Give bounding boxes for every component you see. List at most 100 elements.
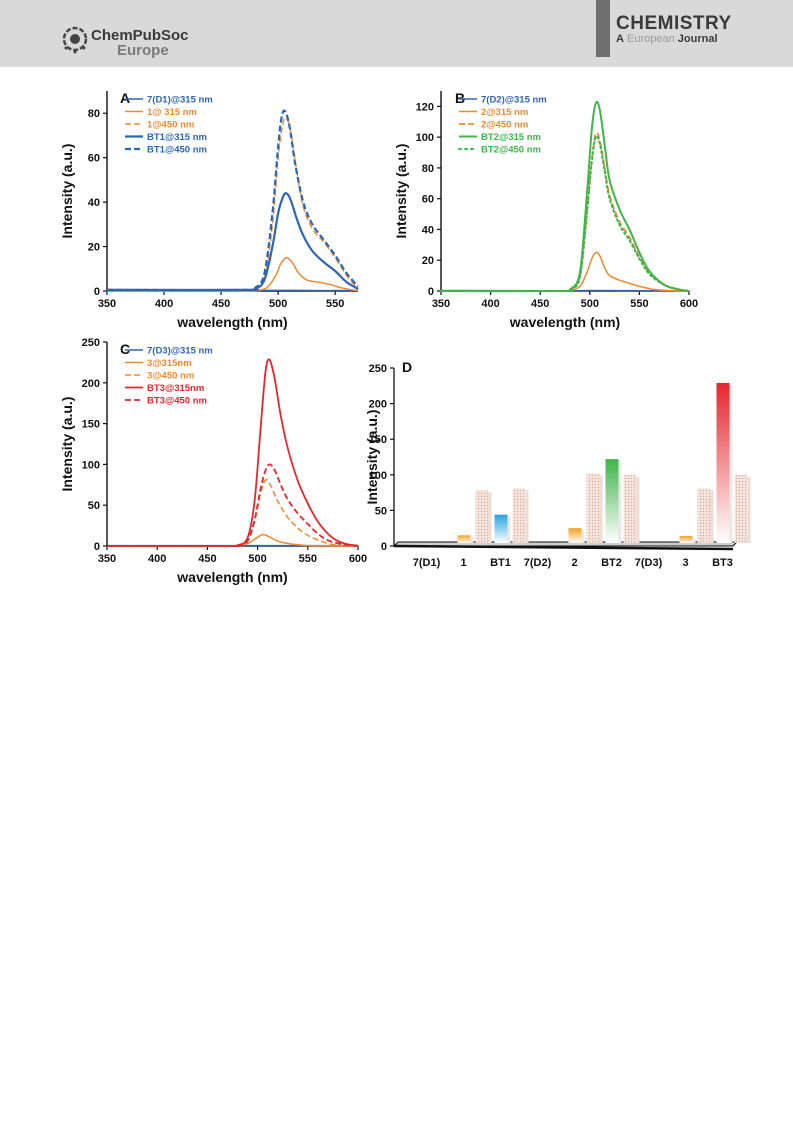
x-tick-label: 350	[98, 298, 116, 310]
x-tick-label: 400	[148, 553, 166, 565]
bar-315nm-3	[679, 536, 693, 543]
legend-label: BT3@315nm	[147, 383, 204, 394]
x-category-label: 7(D1)	[413, 557, 441, 569]
bar-side	[525, 490, 529, 543]
bar-315nm-bt3	[716, 382, 730, 543]
legend-label: BT1@450 nm	[147, 145, 207, 156]
panel-label: C	[120, 341, 130, 357]
chempubsoc-logo-icon	[62, 26, 88, 54]
y-tick-label: 100	[369, 470, 387, 482]
y-tick-label: 250	[369, 363, 387, 375]
y-tick-label: 100	[82, 459, 100, 471]
x-category-label: BT2	[601, 557, 622, 569]
x-axis-label: wavelength (nm)	[176, 314, 287, 330]
series-line-4	[106, 358, 359, 547]
bar-side	[581, 530, 585, 543]
y-axis-label: Intensity (a.u.)	[59, 397, 75, 492]
y-tick-label: 80	[422, 163, 434, 175]
panel-label: D	[402, 359, 412, 375]
x-axis-label: wavelength (nm)	[176, 569, 287, 585]
x-tick-label: 450	[212, 298, 230, 310]
publisher-subname: Europe	[117, 42, 169, 59]
x-tick-label: 550	[299, 553, 317, 565]
x-category-label: 2	[571, 557, 577, 569]
x-tick-label: 500	[248, 553, 266, 565]
journal-color-bar	[596, 0, 610, 57]
legend-label: BT2@450 nm	[481, 145, 541, 156]
x-axis-line	[393, 544, 734, 551]
x-tick-label: 550	[630, 298, 648, 310]
y-tick-label: 150	[369, 434, 387, 446]
legend-label: 1@ 315 nm	[147, 107, 197, 118]
journal-subtitle-a: A	[616, 33, 624, 45]
x-category-label: 3	[682, 557, 688, 569]
x-tick-label: 500	[581, 298, 599, 310]
y-tick-label: 50	[88, 500, 100, 512]
bar-side	[710, 490, 714, 543]
panel-label: B	[455, 90, 465, 106]
y-tick-label: 80	[88, 108, 100, 120]
series-line-5	[440, 135, 690, 293]
y-tick-label: 50	[375, 505, 387, 517]
journal-subtitle-european: European	[627, 33, 675, 45]
y-tick-label: 20	[88, 242, 100, 254]
journal-subtitle: A European Journal	[616, 33, 718, 45]
y-axis-label: Intensity (a.u.)	[59, 144, 75, 239]
bar-side	[618, 461, 622, 543]
y-tick-label: 200	[82, 378, 100, 390]
x-tick-label: 400	[481, 298, 499, 310]
publisher-name: ChemPubSoc	[91, 27, 189, 44]
chart-panel-a: 350 400 450 500 550 0 20 40 60 80 wavelength (nm) I…	[59, 90, 359, 330]
x-tick-label: 450	[198, 553, 216, 565]
y-tick-label: 0	[381, 541, 387, 553]
y-axis-label: Intensity (a.u.)	[393, 144, 409, 239]
y-tick-label: 60	[422, 194, 434, 206]
chart-panel-c: 350 400 450 500 550 600 0 50 100 150 200 250 wavelen…	[59, 337, 367, 585]
y-tick-label: 250	[82, 337, 100, 349]
series-line-3	[440, 131, 690, 293]
bar-315nm-1	[457, 535, 471, 543]
x-category-label: 7(D2)	[524, 557, 552, 569]
legend-label: 7(D3)@315 nm	[147, 346, 213, 357]
legend-label: 3@315nm	[147, 358, 192, 369]
series-line-5	[106, 109, 359, 292]
x-tick-label: 500	[269, 298, 287, 310]
x-tick-label: 550	[326, 298, 344, 310]
legend-label: 3@450 nm	[147, 371, 194, 382]
bar-450nm-3	[697, 488, 711, 543]
series-line-2	[440, 251, 690, 292]
legend-label: 2@450 nm	[481, 120, 528, 131]
y-tick-label: 40	[422, 224, 434, 236]
legend-label: 7(D1)@315 nm	[147, 95, 213, 106]
y-tick-label: 100	[416, 132, 434, 144]
x-tick-label: 350	[432, 298, 450, 310]
chart-panel-d: 0 50 100 150 200 250 Intensity (a.u.) D 7(D1) 1 BT…	[364, 359, 751, 569]
y-tick-label: 40	[88, 197, 100, 209]
legend-label: 2@315 nm	[481, 107, 528, 118]
series-line-4	[106, 192, 359, 292]
series-line-5	[106, 463, 359, 547]
series-line-4	[440, 100, 690, 293]
x-category-label: 7(D3)	[635, 557, 663, 569]
panel-label: A	[120, 90, 130, 106]
bar-side	[729, 384, 733, 543]
x-category-label: BT3	[712, 557, 733, 569]
legend-label: 7(D2)@315 nm	[481, 95, 547, 106]
bar-side	[507, 516, 511, 543]
bar-side	[747, 476, 751, 543]
bar-315nm-bt1	[494, 514, 508, 543]
y-tick-label: 120	[416, 101, 434, 113]
legend-label: 1@450 nm	[147, 120, 194, 131]
bar-450nm-1	[475, 490, 489, 543]
bar-315nm-2	[568, 528, 582, 543]
bar-side	[692, 538, 696, 543]
x-category-label: 1	[460, 557, 466, 569]
bar-315nm-bt2	[605, 459, 619, 543]
bar-450nm-bt1	[512, 488, 526, 543]
x-tick-label: 350	[98, 553, 116, 565]
x-tick-label: 450	[531, 298, 549, 310]
bar-450nm-bt3	[734, 474, 748, 543]
bar-450nm-2	[586, 473, 600, 543]
bar-side	[470, 537, 474, 543]
